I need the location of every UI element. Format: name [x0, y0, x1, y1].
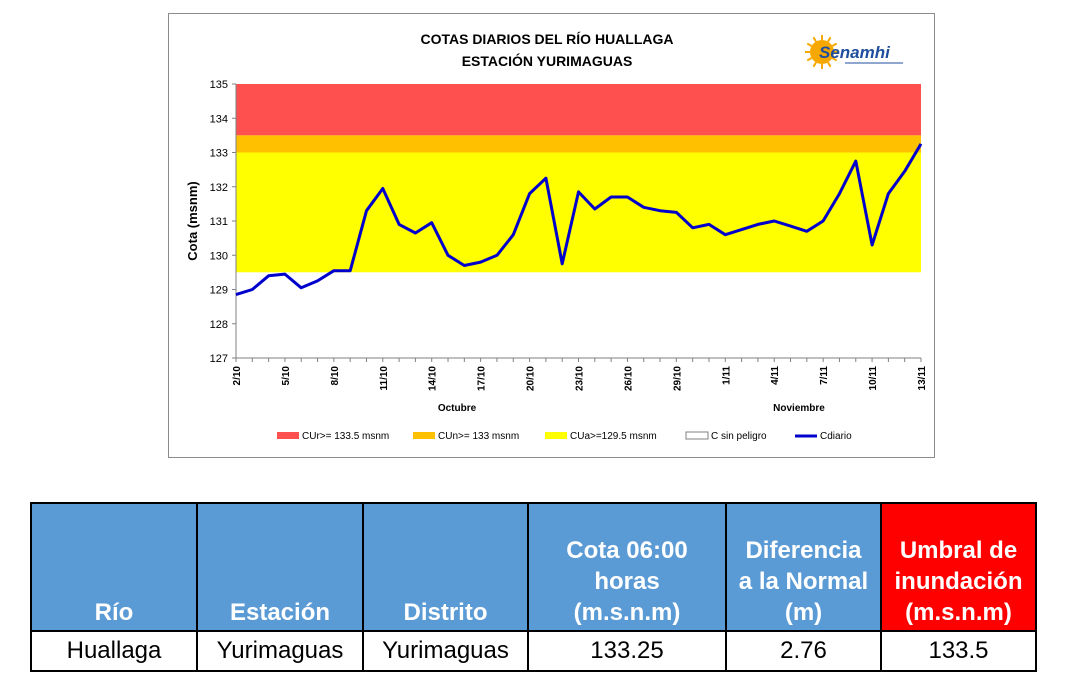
x-tick-label: 23/10 — [575, 366, 586, 391]
table-row: Huallaga Yurimaguas Yurimaguas 133.25 2.… — [30, 630, 1037, 672]
x-tick-label: 10/11 — [868, 366, 879, 391]
header-cota: Cota 06:00 horas (m.s.n.m) — [527, 502, 727, 632]
y-tick-label: 128 — [210, 319, 228, 331]
x-tick-label: 20/10 — [526, 366, 537, 391]
legend-label: Cdiario — [820, 431, 852, 442]
y-tick-label: 135 — [210, 79, 228, 91]
cell-rio: Huallaga — [30, 630, 198, 672]
sun-ray — [812, 36, 817, 43]
header-umbral: Umbral de inundación (m.s.n.m) — [880, 502, 1037, 632]
chart-container: 127 128 129 130 131 132 133 134 135 2/10 5/10 8/10 1… — [168, 13, 935, 458]
cell-distrito: Yurimaguas — [362, 630, 529, 672]
sun-logo-icon — [810, 40, 834, 64]
sun-ray — [806, 42, 813, 47]
header-line: Umbral de — [899, 537, 1018, 564]
x-tick-label: 29/10 — [672, 366, 683, 391]
chart-subtitle: ESTACIÓN YURIMAGUAS — [462, 52, 633, 69]
legend-swatch — [545, 432, 567, 439]
threshold-band-2 — [236, 152, 921, 273]
chart-title: COTAS DIARIOS DEL RÍO HUALLAGA — [420, 31, 673, 47]
threshold-band-0 — [236, 84, 921, 136]
x-tick-label: 13/11 — [917, 366, 928, 391]
header-line: Cota 06:00 — [566, 537, 688, 564]
y-tick-label: 134 — [210, 113, 228, 125]
y-tick-label: 132 — [210, 182, 228, 194]
sun-ray — [806, 57, 813, 62]
x-tick-label: 1/11 — [721, 366, 732, 385]
legend-swatch — [413, 432, 435, 439]
x-tick-label: 14/10 — [428, 366, 439, 391]
sun-ray — [831, 57, 838, 62]
header-line: (m) — [784, 599, 823, 626]
x-tick-label: 17/10 — [477, 366, 488, 391]
y-tick-label: 130 — [210, 250, 228, 262]
header-line: (m.s.n.m) — [573, 599, 681, 626]
header-distrito: Distrito — [362, 502, 529, 632]
x-tick-label: 26/10 — [623, 366, 634, 391]
header-line: inundación — [894, 568, 1023, 595]
senamhi-logo: Senamhi — [819, 43, 891, 62]
legend-swatch — [277, 432, 299, 439]
y-axis-title: Cota (msnm) — [185, 181, 200, 260]
y-tick-label: 131 — [210, 216, 228, 228]
x-tick-label: 8/10 — [330, 366, 341, 386]
header-line: horas — [594, 568, 660, 595]
cell-cota: 133.25 — [527, 630, 727, 672]
cell-umbral: 133.5 — [880, 630, 1037, 672]
header-line: (m.s.n.m) — [905, 599, 1012, 626]
legend-label: C sin peligro — [711, 431, 767, 442]
header-rio: Río — [30, 502, 198, 632]
station-data-table: Río Estación Distrito Cota 06:00 horas (m.… — [30, 502, 1037, 672]
legend-label: CUn>= 133 msnm — [438, 431, 519, 442]
chart-svg: 127 128 129 130 131 132 133 134 135 2/10 5/10 8/10 1… — [185, 31, 928, 442]
header-line: Distrito — [403, 599, 488, 626]
month-label-november: Noviembre — [773, 403, 825, 414]
legend-label: CUa>=129.5 msnm — [570, 431, 657, 442]
series-line-cdiario — [235, 143, 923, 297]
threshold-band-1 — [236, 135, 921, 153]
y-tick-label: 129 — [210, 285, 228, 297]
header-line: Río — [94, 599, 134, 626]
header-diferencia: Diferencia a la Normal (m) — [725, 502, 882, 632]
y-tick-label: 133 — [210, 148, 228, 160]
table-header-row: Río Estación Distrito Cota 06:00 horas (m.… — [30, 502, 1037, 632]
x-tick-label: 5/10 — [281, 366, 292, 386]
header-line: a la Normal — [738, 568, 869, 595]
legend-label: CUr>= 133.5 msnm — [302, 431, 389, 442]
cell-diferencia: 2.76 — [725, 630, 882, 672]
x-tick-label: 4/11 — [770, 366, 781, 385]
x-tick-label: 11/10 — [379, 366, 390, 391]
month-label-october: Octubre — [438, 403, 477, 414]
header-line: Estación — [229, 599, 331, 626]
x-tick-label: 2/10 — [232, 366, 243, 386]
x-tick-label: 7/11 — [819, 366, 830, 385]
sun-ray — [812, 61, 817, 68]
sun-ray — [831, 42, 838, 47]
sun-ray — [827, 36, 832, 43]
cell-estacion: Yurimaguas — [196, 630, 364, 672]
y-tick-label: 127 — [210, 353, 228, 365]
sun-ray — [827, 61, 832, 68]
threshold-band-3 — [236, 272, 921, 358]
header-line: Diferencia — [745, 537, 862, 564]
header-estacion: Estación — [196, 502, 364, 632]
legend-swatch — [685, 431, 709, 440]
